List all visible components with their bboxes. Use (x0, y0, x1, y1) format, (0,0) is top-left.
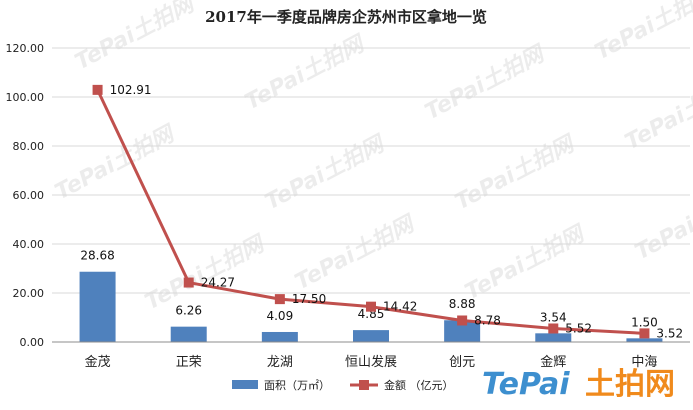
x-axis: 金茂 正荣 龙湖 恒山发展 创元 金辉 中海 (52, 341, 690, 370)
x-tick-label: 金茂 (85, 354, 111, 370)
line-data-label: 14.42 (383, 300, 417, 314)
bar-data-label: 1.50 (631, 315, 658, 329)
bar-series (79, 271, 663, 342)
bar (535, 333, 572, 342)
watermark-tile: TePai土拍网 (451, 131, 580, 216)
legend-swatch-area (232, 380, 258, 389)
bar-data-label: 28.68 (80, 249, 114, 263)
watermark-tile: TePai土拍网 (591, 0, 693, 65)
bar (353, 330, 389, 342)
bar (170, 326, 207, 342)
line-point (548, 323, 559, 334)
line-point (92, 84, 103, 95)
chart-title: 2017年一季度品牌房企苏州市区拿地一览 (205, 8, 487, 26)
watermark-tile: TePai土拍网 (261, 131, 390, 216)
y-tick-label: 40.00 (13, 238, 45, 251)
bar (261, 331, 298, 342)
line-point (639, 328, 650, 339)
watermark-tile: TePai土拍网 (421, 41, 550, 126)
x-tick-label: 金辉 (540, 354, 566, 370)
bar (79, 271, 116, 342)
bar-data-label: 8.88 (449, 297, 476, 311)
y-tick-label: 80.00 (13, 140, 45, 153)
x-tick-label: 龙湖 (267, 355, 293, 370)
y-tick-label: 20.00 (13, 287, 45, 300)
line-data-labels: 102.91 24.27 17.50 14.42 8.78 5.52 3.52 (110, 83, 684, 341)
line-point (183, 277, 194, 288)
x-tick-label: 中海 (631, 355, 657, 370)
line-point (274, 294, 285, 305)
line-data-label: 102.91 (110, 83, 152, 97)
brand-logo: TePai 土拍网 (482, 367, 675, 402)
line-data-label: 8.78 (474, 313, 501, 327)
watermark-tile: TePai土拍网 (241, 31, 370, 116)
y-tick-label: 60.00 (13, 189, 45, 202)
line-point (457, 315, 468, 326)
y-tick-label: 0.00 (20, 336, 45, 349)
bar-data-label: 6.26 (175, 304, 202, 318)
watermark-tile: TePai土拍网 (631, 181, 693, 266)
line-data-label: 24.27 (201, 276, 235, 290)
bar-data-label: 4.85 (358, 307, 385, 321)
watermark-tile: TePai土拍网 (51, 121, 180, 206)
watermark-tile: TePai土拍网 (71, 0, 200, 75)
y-axis-ticks: 0.00 20.00 40.00 60.00 80.00 100.00 120.00 (6, 42, 45, 349)
brand-logo-latin: TePai (482, 367, 570, 402)
line-point (366, 301, 376, 312)
bar-data-labels: 28.68 6.26 4.09 4.85 8.88 3.54 1.50 (80, 249, 657, 330)
line-data-label: 3.52 (656, 326, 683, 340)
bar-data-label: 3.54 (540, 310, 567, 324)
legend-label-area: 面积（万㎡） (264, 379, 330, 392)
x-tick-label: 正荣 (176, 355, 202, 370)
y-tick-label: 100.00 (6, 91, 45, 104)
y-tick-label: 120.00 (6, 42, 45, 55)
brand-logo-cn: 土拍网 (585, 367, 675, 402)
legend: 面积（万㎡） 金额 （亿元） (232, 378, 454, 392)
line-series (92, 84, 650, 339)
line-data-label: 5.52 (565, 321, 592, 335)
watermark-layer: TePai土拍网 TePai土拍网 TePai土拍网TePai土拍网TePai土拍网… (51, 0, 693, 315)
bar (444, 320, 481, 342)
bar (626, 338, 663, 342)
legend-label-amount: 金额 （亿元） (384, 378, 454, 392)
line-data-label: 17.50 (292, 292, 326, 306)
legend-swatch-amount-marker (359, 380, 369, 390)
watermark-tile: TePai土拍网 (291, 211, 420, 296)
watermark-tile: TePai土拍网 (621, 71, 693, 156)
x-tick-label: 创元 (449, 355, 475, 370)
watermark-tile: TePai土拍网 (141, 231, 270, 316)
bar-data-label: 4.09 (266, 309, 293, 323)
x-tick-label: 恒山发展 (345, 354, 397, 370)
